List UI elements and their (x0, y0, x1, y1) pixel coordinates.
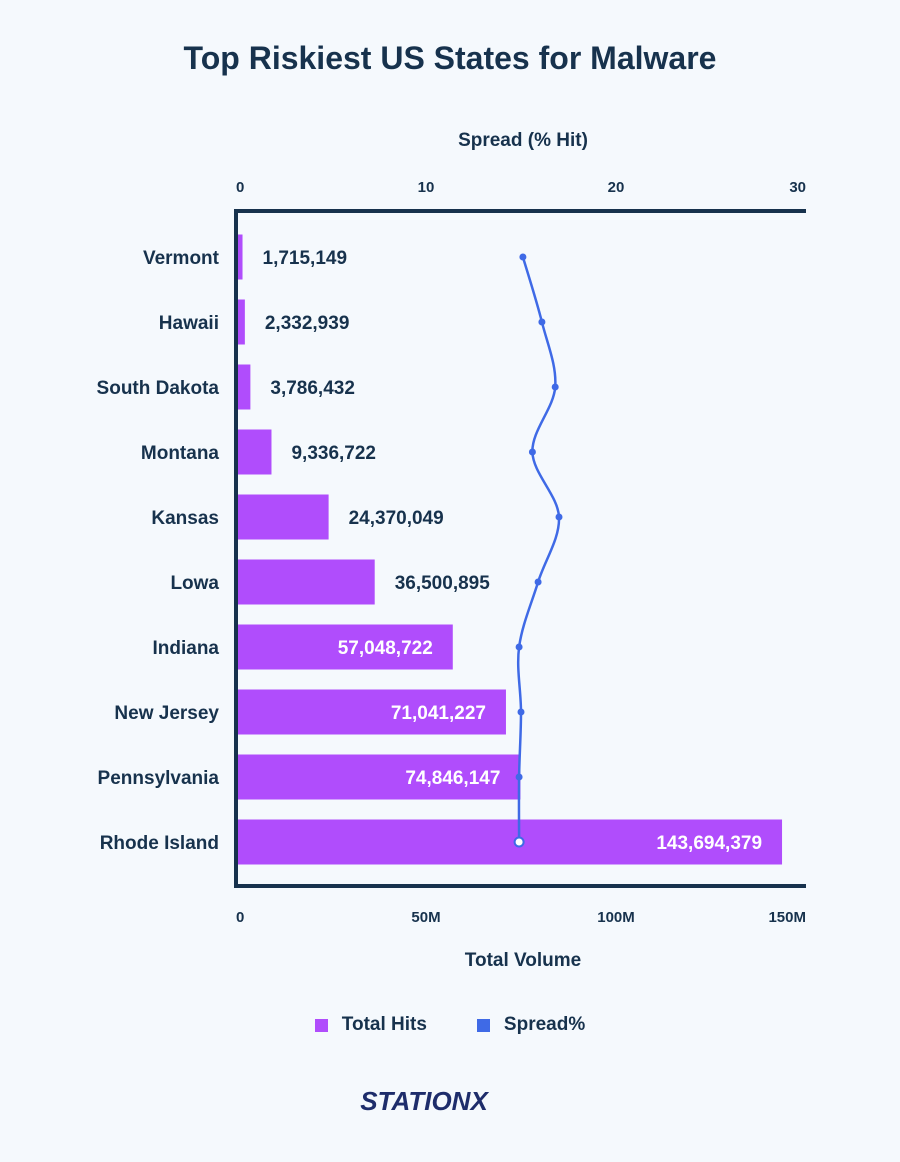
bar-value-label: 74,846,147 (405, 768, 500, 789)
bar-value-label: 3,786,432 (270, 378, 355, 399)
legend-swatch-spread (476, 1018, 490, 1032)
bar-value-label: 9,336,722 (291, 443, 376, 464)
category-label: Vermont (143, 248, 220, 269)
spread-point (515, 773, 523, 781)
bar (236, 494, 329, 540)
spread-point (519, 253, 527, 261)
category-label: Rhode Island (100, 833, 219, 854)
spread-point (538, 318, 546, 326)
bottom-tick-label: 150M (768, 909, 806, 926)
bottom-tick-label: 100M (597, 909, 635, 926)
bar (236, 819, 783, 865)
category-label: South Dakota (97, 378, 220, 399)
spread-point (555, 513, 563, 521)
bar-value-label: 1,715,149 (263, 248, 348, 269)
category-label: New Jersey (114, 703, 219, 724)
category-label: Pennsylvania (98, 768, 220, 789)
top-tick-label: 10 (418, 179, 435, 196)
bar-value-label: 71,041,227 (391, 703, 486, 724)
legend-item-hits: Total Hits (314, 1014, 427, 1036)
legend-label-hits: Total Hits (341, 1014, 427, 1035)
spread-point (528, 448, 536, 456)
logo-text: STATIONX (360, 1086, 489, 1116)
bar (236, 429, 272, 475)
spread-point (513, 836, 525, 848)
bar (236, 689, 506, 735)
category-label: Indiana (152, 638, 219, 659)
category-label: Kansas (151, 508, 219, 529)
legend-label-spread: Spread% (503, 1014, 586, 1035)
bar (236, 559, 375, 605)
bottom-tick-label: 50M (411, 909, 440, 926)
top-tick-label: 0 (236, 179, 244, 196)
bottom-axis-title: Total Volume (465, 950, 581, 971)
bar-value-label: 143,694,379 (656, 833, 762, 854)
page-title: Top Riskiest US States for Malware (183, 40, 717, 76)
bar (236, 624, 453, 670)
bar (236, 234, 243, 280)
bar-value-label: 57,048,722 (338, 638, 433, 659)
spread-point (551, 383, 559, 391)
spread-point (515, 643, 523, 651)
top-axis-title: Spread (% Hit) (458, 130, 588, 151)
bar-value-label: 2,332,939 (265, 313, 350, 334)
stationx-logo: STATIONX (360, 1086, 489, 1116)
category-label: Lowa (170, 573, 219, 594)
legend: Total Hits Spread% (0, 1014, 900, 1036)
top-tick-label: 20 (608, 179, 625, 196)
spread-line (516, 256, 561, 843)
bar (236, 299, 245, 345)
bar (236, 364, 251, 410)
legend-swatch-hits (314, 1018, 328, 1032)
bottom-tick-label: 0 (236, 909, 244, 926)
spread-point (534, 578, 542, 586)
spread-point (517, 708, 525, 716)
bar-value-label: 24,370,049 (349, 508, 444, 529)
top-tick-label: 30 (789, 179, 806, 196)
bar (236, 754, 521, 800)
bar-value-label: 36,500,895 (395, 573, 491, 594)
category-label: Hawaii (159, 313, 219, 334)
category-label: Montana (141, 443, 220, 464)
legend-item-spread: Spread% (476, 1014, 586, 1036)
